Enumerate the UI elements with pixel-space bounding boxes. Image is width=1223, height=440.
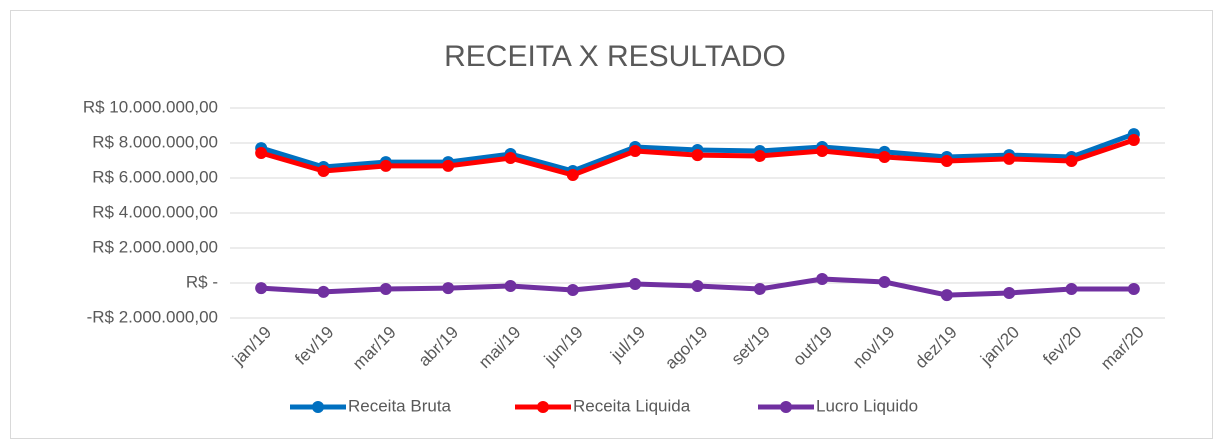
- marker: [753, 149, 766, 162]
- marker: [1003, 152, 1016, 165]
- marker: [753, 282, 766, 295]
- marker: [940, 155, 953, 168]
- marker: [629, 278, 642, 291]
- marker: [878, 151, 891, 163]
- marker: [379, 159, 392, 172]
- marker: [504, 279, 517, 292]
- marker: [691, 149, 704, 162]
- marker: [878, 275, 891, 288]
- legend-label: Receita Liquida: [573, 396, 691, 415]
- marker: [255, 146, 268, 159]
- marker: [442, 159, 455, 172]
- chart-title: RECEITA X RESULTADO: [444, 40, 786, 73]
- legend-marker: [780, 401, 792, 413]
- y-tick-label: -R$ 2.000.000,00: [87, 307, 218, 326]
- y-tick-label: R$ 6.000.000,00: [92, 167, 218, 186]
- marker: [816, 272, 829, 285]
- marker: [1065, 282, 1078, 295]
- marker: [1127, 282, 1140, 295]
- y-tick-label: R$ -: [186, 272, 218, 291]
- y-tick-label: R$ 4.000.000,00: [92, 202, 218, 221]
- marker: [504, 152, 517, 165]
- y-tick-label: R$ 8.000.000,00: [92, 132, 218, 151]
- marker: [940, 289, 953, 302]
- y-tick-label: R$ 2.000.000,00: [92, 237, 218, 256]
- marker: [1065, 155, 1078, 168]
- legend-label: Receita Bruta: [348, 396, 452, 415]
- marker: [1127, 134, 1140, 147]
- chart-border: [10, 10, 1213, 439]
- legend-marker: [537, 401, 549, 413]
- marker: [442, 282, 455, 295]
- marker: [317, 285, 330, 298]
- marker: [566, 284, 579, 296]
- marker: [566, 169, 579, 182]
- marker: [255, 282, 268, 295]
- legend-label: Lucro Liquido: [816, 396, 918, 415]
- marker: [317, 165, 330, 177]
- marker: [816, 145, 829, 158]
- marker: [691, 279, 704, 292]
- marker: [629, 145, 642, 158]
- legend-marker: [312, 401, 324, 413]
- marker: [1003, 286, 1016, 299]
- marker: [379, 282, 392, 295]
- y-tick-label: R$ 10.000.000,00: [83, 97, 218, 116]
